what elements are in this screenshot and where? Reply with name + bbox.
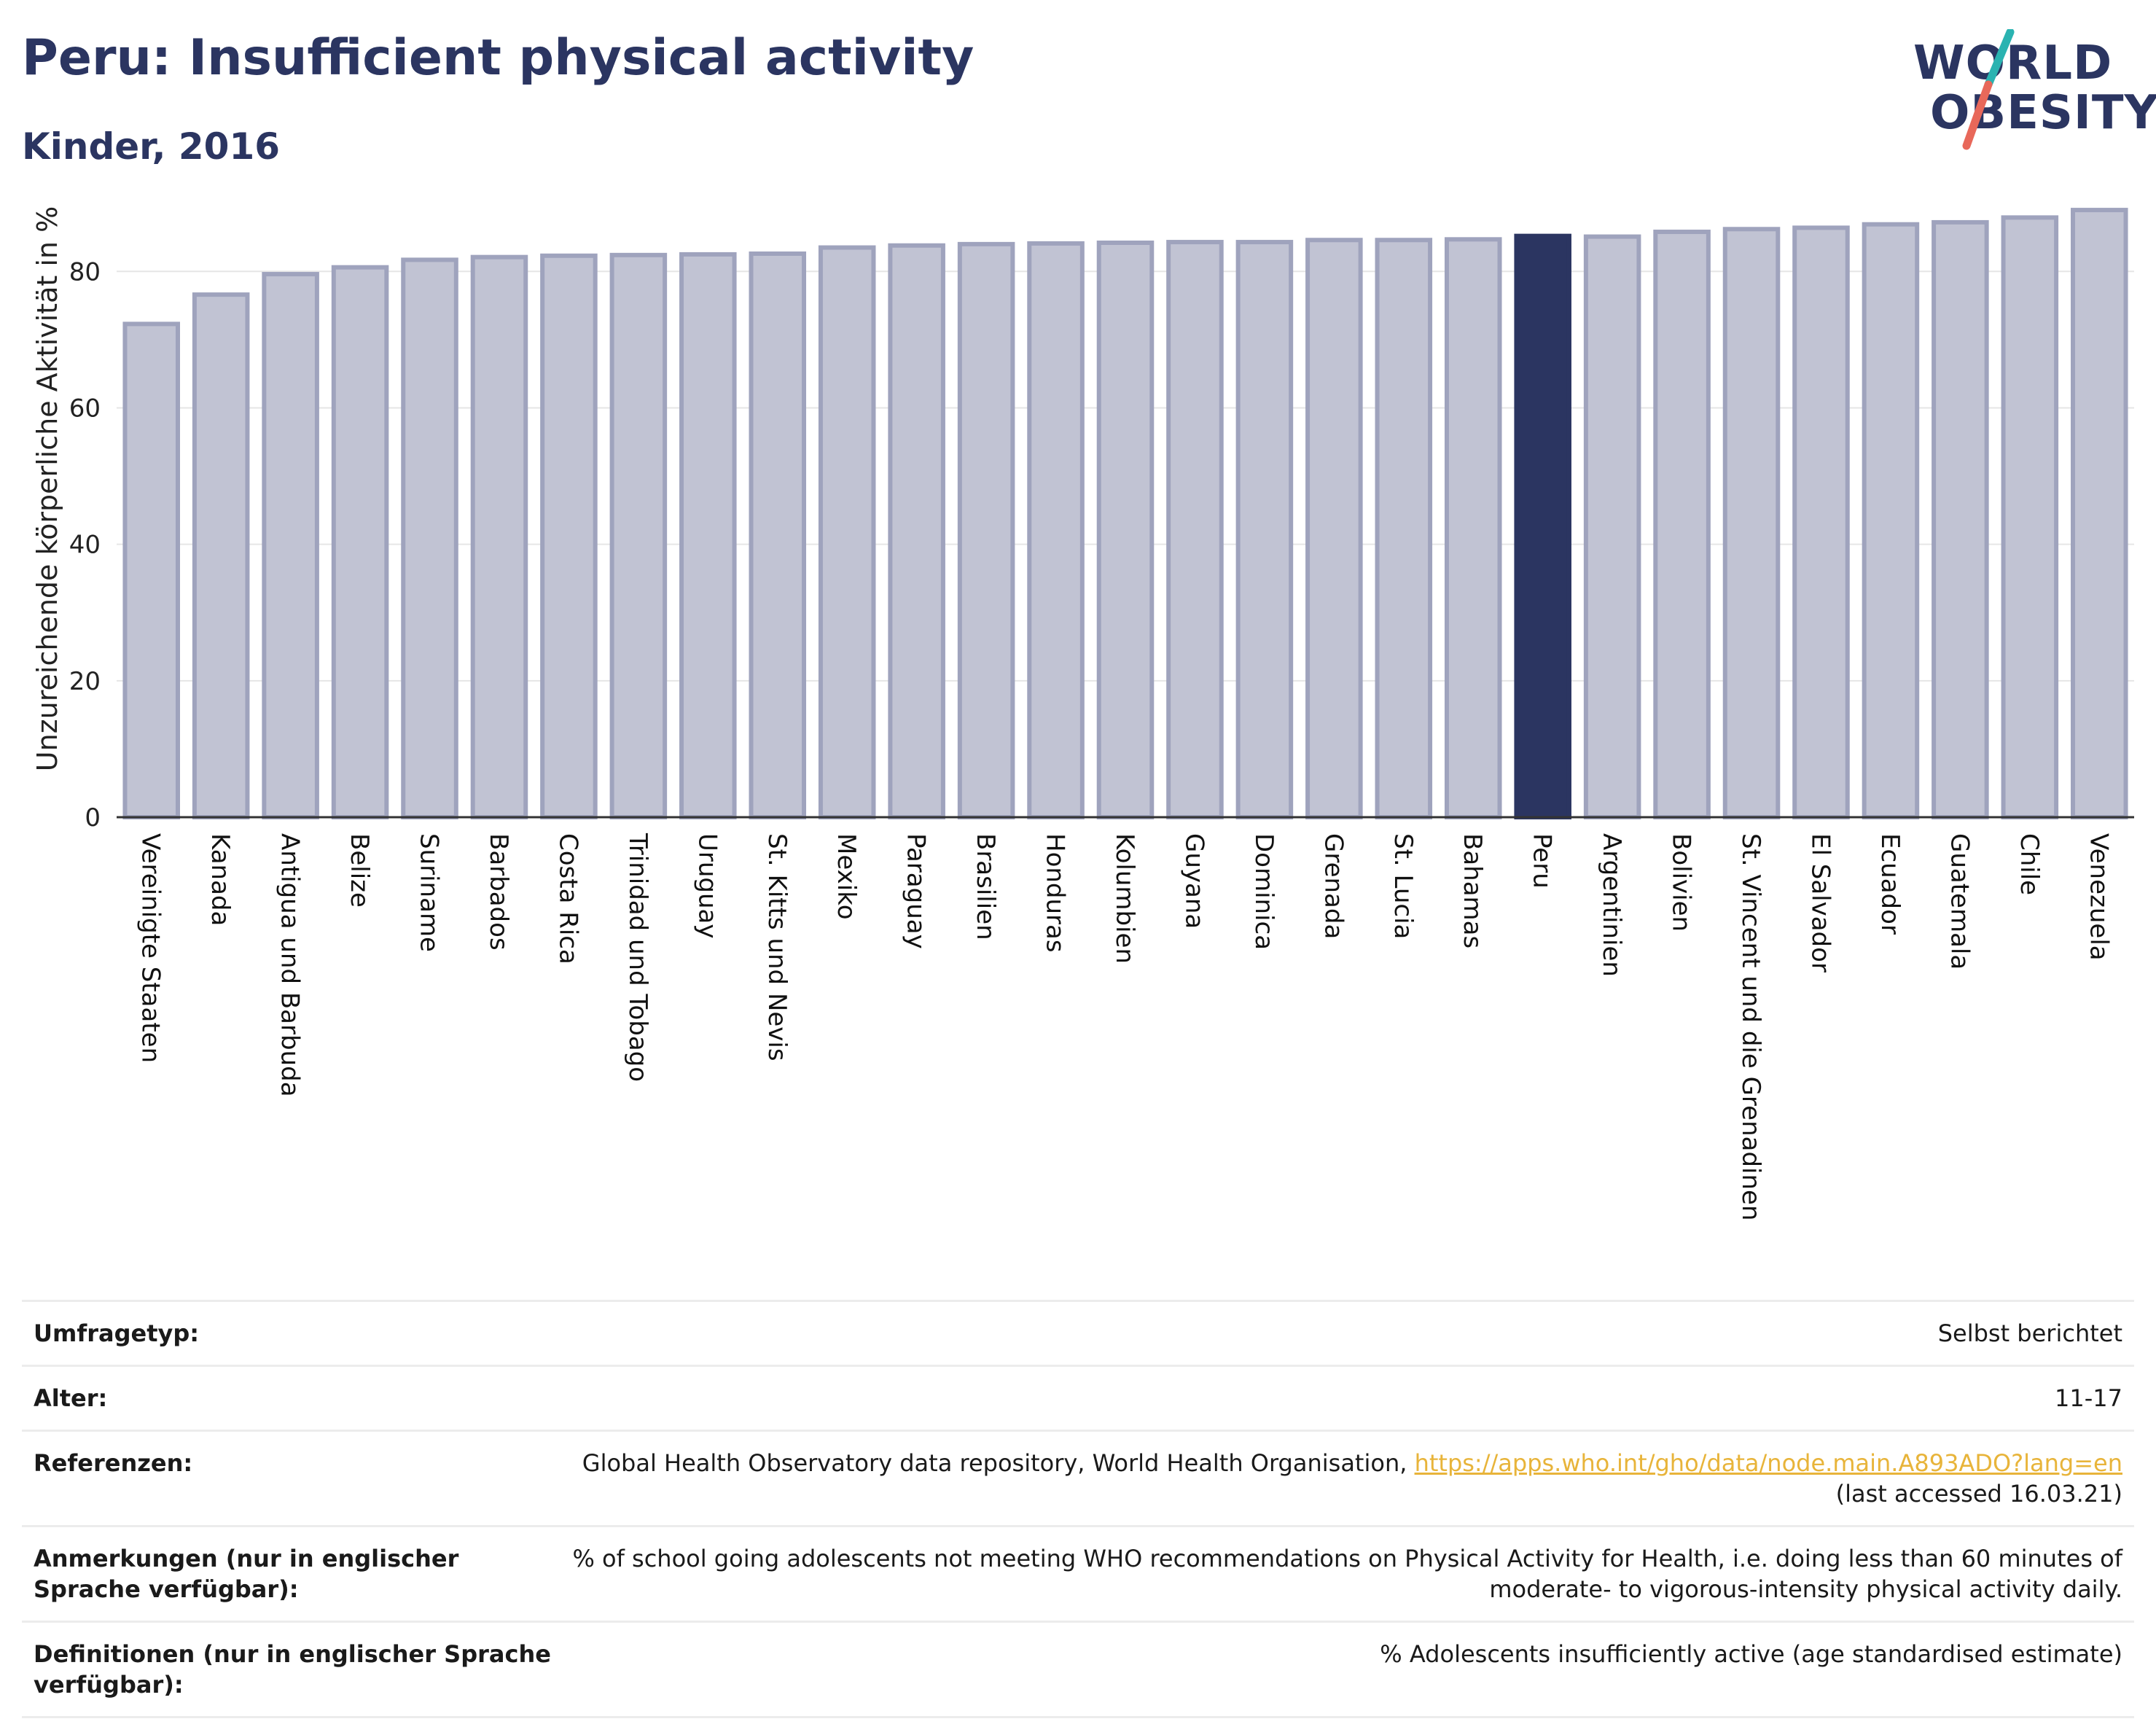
bar <box>262 272 319 819</box>
info-row-age: Alter: 11-17 <box>22 1365 2134 1430</box>
x-tick-label: Honduras <box>1041 833 1070 953</box>
info-row-notes: Anmerkungen (nur in englischer Sprache v… <box>22 1525 2134 1621</box>
logo-line1: WORLD <box>1913 36 2113 90</box>
bar-highlight <box>1514 233 1571 819</box>
bar <box>749 251 807 819</box>
y-axis-label: Unzureichende körperliche Aktivität in % <box>31 206 63 771</box>
x-tick-label: Paraguay <box>902 833 931 949</box>
bar <box>1444 237 1502 819</box>
x-tick-label: Dominica <box>1249 833 1278 950</box>
x-tick-label: Bahamas <box>1458 833 1487 948</box>
bar <box>1235 240 1294 819</box>
x-tick-label: Venezuela <box>2084 833 2113 961</box>
x-tick-label: Costa Rica <box>553 833 582 964</box>
bar <box>122 321 180 819</box>
x-tick-label: St. Vincent und die Grenadinen <box>1736 833 1765 1221</box>
info-table: Umfragetyp: Selbst berichtet Alter: 11-1… <box>22 1300 2134 1718</box>
x-tick-label: Ecuador <box>1875 833 1905 935</box>
info-label: Referenzen: <box>34 1449 193 1477</box>
y-tick-label: 60 <box>69 394 101 423</box>
bar <box>1166 240 1224 819</box>
x-tick-label: Kanada <box>206 833 235 926</box>
bar <box>1583 234 1641 819</box>
y-tick-label: 40 <box>69 531 101 560</box>
bar <box>1027 241 1085 819</box>
x-tick-label: Suriname <box>415 833 444 952</box>
x-tick-label: Guyana <box>1179 833 1208 929</box>
bar <box>540 253 598 819</box>
info-row-survey-type: Umfragetyp: Selbst berichtet <box>22 1300 2134 1365</box>
bar <box>1722 227 1781 819</box>
x-tick-label: El Salvador <box>1805 833 1835 972</box>
info-label: Umfragetyp: <box>34 1319 200 1347</box>
x-tick-label: Mexiko <box>832 833 861 920</box>
bar <box>957 241 1015 819</box>
bar <box>192 292 250 819</box>
x-tick-label: Uruguay <box>692 833 722 939</box>
bar <box>2071 208 2128 819</box>
info-value: Selbst berichtet <box>1937 1319 2122 1347</box>
info-label: Definitionen (nur in englischer Sprache … <box>34 1640 551 1699</box>
info-value: % of school going adolescents not meetin… <box>572 1545 2122 1603</box>
bar <box>1932 219 1989 819</box>
x-tick-label: Peru <box>1528 833 1557 889</box>
y-tick-label: 80 <box>69 257 101 286</box>
bar <box>1375 238 1433 819</box>
x-tick-label: Barbados <box>484 833 513 951</box>
x-tick-label: Trinidad und Tobago <box>623 833 652 1082</box>
info-row-references: Referenzen: Global Health Observatory da… <box>22 1430 2134 1525</box>
x-tick-label: St. Kitts und Nevis <box>762 833 792 1061</box>
bar <box>1096 240 1155 820</box>
bar <box>331 265 389 819</box>
y-tick-label: 0 <box>85 803 101 833</box>
x-tick-label: Grenada <box>1319 833 1348 939</box>
info-label: Alter: <box>34 1384 108 1412</box>
bar <box>1305 238 1363 819</box>
chart-title: Peru: Insufficient physical activity <box>22 29 975 87</box>
x-tick-label: Guatemala <box>1945 833 1974 970</box>
chart-subtitle: Kinder, 2016 <box>22 125 281 168</box>
world-obesity-logo: WORLD OBESITY <box>1902 29 2156 160</box>
reference-accessed: (last accessed 16.03.21) <box>1835 1480 2122 1508</box>
bar <box>1653 230 1711 819</box>
bar <box>401 257 458 819</box>
x-tick-label: Antigua und Barbuda <box>276 833 305 1097</box>
x-tick-label: Chile <box>2015 833 2044 895</box>
x-tick-label: Belize <box>345 833 374 908</box>
y-tick-label: 20 <box>69 667 101 696</box>
info-row-definitions: Definitionen (nur in englischer Sprache … <box>22 1621 2134 1718</box>
x-tick-label: Brasilien <box>971 833 1000 940</box>
info-value: 11-17 <box>2055 1384 2122 1412</box>
bar <box>888 243 945 819</box>
x-tick-label: Bolivien <box>1667 833 1696 932</box>
bar <box>609 252 668 819</box>
bar <box>1862 222 1920 819</box>
info-label: Anmerkungen (nur in englischer Sprache v… <box>34 1545 459 1603</box>
logo-slash-icon <box>1962 29 2015 150</box>
bar <box>2001 215 2059 819</box>
reference-link[interactable]: https://apps.who.int/gho/data/node.main.… <box>1414 1449 2122 1477</box>
x-tick-label: Vereinigte Staaten <box>136 833 165 1063</box>
bar <box>679 252 737 820</box>
info-value: Global Health Observatory data repositor… <box>558 1448 2122 1509</box>
reference-text: Global Health Observatory data repositor… <box>582 1449 1407 1477</box>
x-tick-label: St. Lucia <box>1388 833 1418 939</box>
info-value: % Adolescents insufficiently active (age… <box>1380 1640 2122 1668</box>
bar <box>1792 225 1850 819</box>
x-tick-label: Argentinien <box>1597 833 1626 977</box>
x-tick-label: Kolumbien <box>1110 833 1139 964</box>
bar <box>818 245 876 820</box>
bar <box>470 254 528 820</box>
